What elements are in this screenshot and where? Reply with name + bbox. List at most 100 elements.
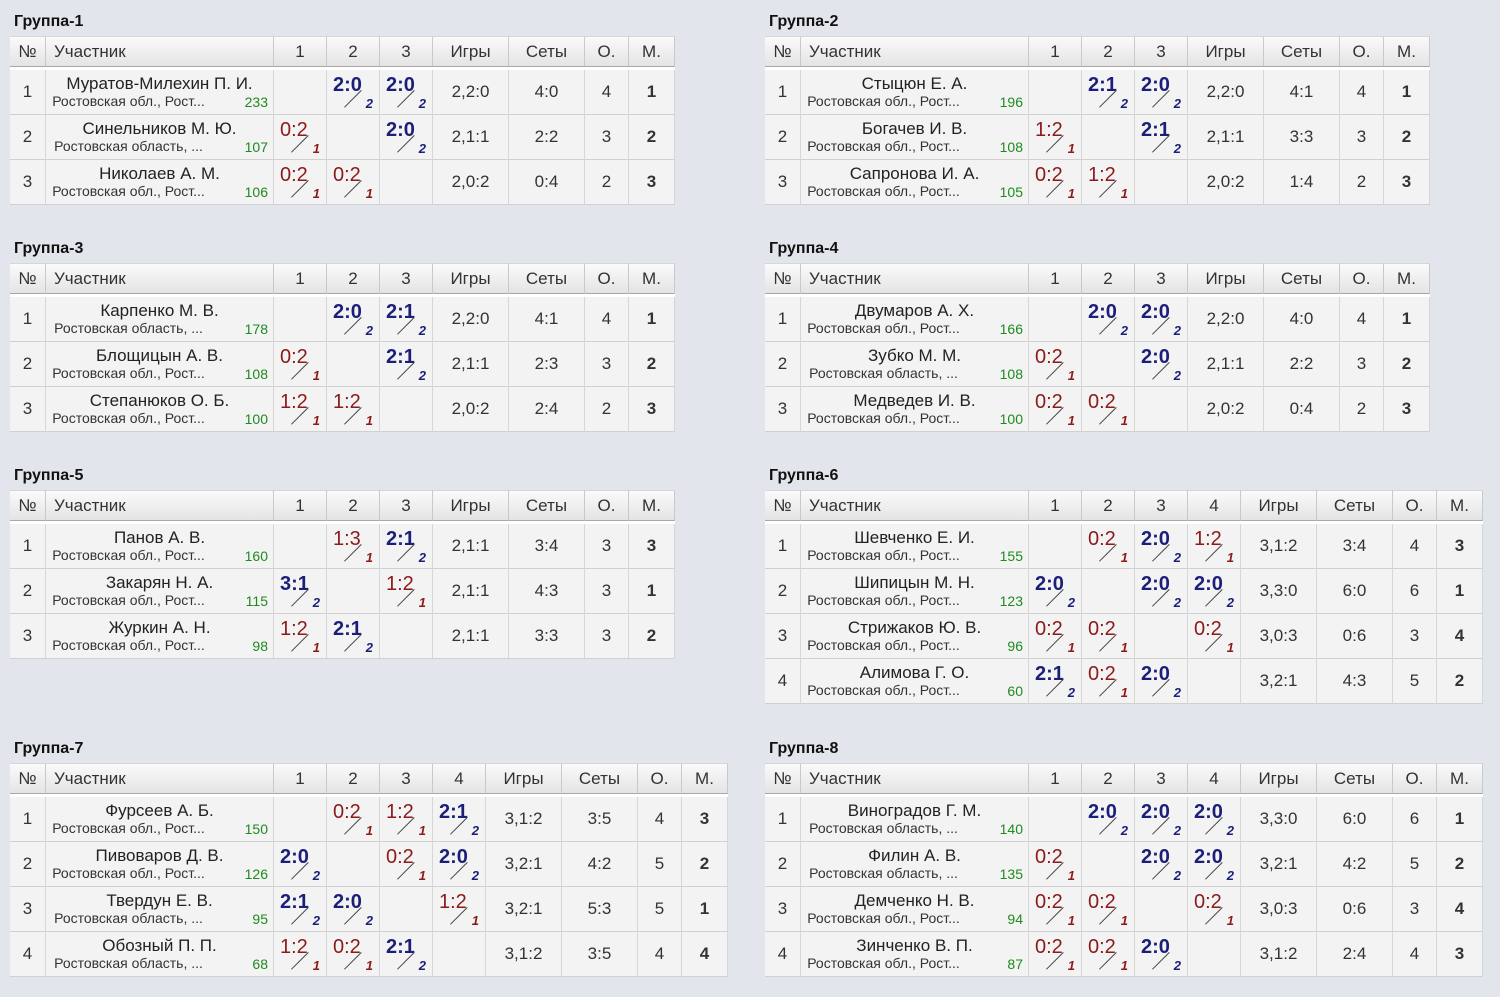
- match-result[interactable]: 1:2 1: [433, 887, 486, 932]
- player-cell[interactable]: Пивоваров Д. В. Ростовская обл., Рост... 1…: [46, 842, 274, 887]
- player-name[interactable]: Фурсеев А. Б.: [105, 802, 214, 820]
- header-opponent[interactable]: 2: [1082, 763, 1135, 794]
- header-participant[interactable]: Участник: [801, 490, 1029, 521]
- header-participant[interactable]: Участник: [801, 763, 1029, 794]
- header-points[interactable]: О.: [585, 36, 629, 67]
- match-result[interactable]: 0:2 1: [274, 342, 327, 387]
- header-opponent[interactable]: 1: [274, 36, 327, 67]
- player-name[interactable]: Синельников М. Ю.: [82, 120, 237, 138]
- header-opponent[interactable]: 3: [1135, 763, 1188, 794]
- header-opponent[interactable]: 1: [274, 263, 327, 294]
- player-cell[interactable]: Блощицын А. В. Ростовская обл., Рост... 10…: [46, 342, 274, 387]
- header-games[interactable]: Игры: [433, 36, 509, 67]
- player-name[interactable]: Богачев И. В.: [861, 120, 968, 138]
- match-result[interactable]: 0:2 1: [274, 115, 327, 160]
- header-place[interactable]: М.: [629, 36, 675, 67]
- player-name[interactable]: Пивоваров Д. В.: [95, 847, 224, 865]
- match-result[interactable]: 2:0 2: [380, 115, 433, 160]
- match-result[interactable]: 0:2 1: [1029, 160, 1082, 205]
- match-result[interactable]: 2:0 2: [327, 887, 380, 932]
- match-result[interactable]: 0:2 1: [1082, 659, 1135, 704]
- match-result[interactable]: 2:1 2: [380, 932, 433, 977]
- player-cell[interactable]: Шипицын М. Н. Ростовская обл., Рост... 123: [801, 569, 1029, 614]
- match-result[interactable]: 0:2 1: [1029, 342, 1082, 387]
- player-name[interactable]: Сапронова И. А.: [849, 165, 980, 183]
- header-number[interactable]: №: [765, 36, 801, 67]
- match-result[interactable]: 2:0 2: [1029, 569, 1082, 614]
- match-result[interactable]: 2:1 2: [1029, 659, 1082, 704]
- header-points[interactable]: О.: [1340, 36, 1384, 67]
- player-name[interactable]: Николаев А. М.: [99, 165, 220, 183]
- player-cell[interactable]: Обозный П. П. Ростовская область, ... 68: [46, 932, 274, 977]
- header-games[interactable]: Игры: [1188, 263, 1264, 294]
- player-name[interactable]: Стрижаков Ю. В.: [847, 619, 982, 637]
- match-result[interactable]: 1:2 1: [380, 569, 433, 614]
- player-name[interactable]: Стыцюн Е. А.: [861, 75, 968, 93]
- header-points[interactable]: О.: [1393, 490, 1437, 521]
- player-name[interactable]: Виноградов Г. М.: [847, 802, 982, 820]
- header-sets[interactable]: Сеты: [509, 36, 585, 67]
- header-sets[interactable]: Сеты: [1317, 490, 1393, 521]
- header-sets[interactable]: Сеты: [1264, 263, 1340, 294]
- match-result[interactable]: 2:0 2: [433, 842, 486, 887]
- player-cell[interactable]: Стыцюн Е. А. Ростовская обл., Рост... 196: [801, 70, 1029, 115]
- header-points[interactable]: О.: [1393, 763, 1437, 794]
- match-result[interactable]: 0:2 1: [380, 842, 433, 887]
- match-result[interactable]: 2:1 2: [1082, 70, 1135, 115]
- match-result[interactable]: 2:0 2: [380, 70, 433, 115]
- header-sets[interactable]: Сеты: [1264, 36, 1340, 67]
- match-result[interactable]: 2:0 2: [1188, 797, 1241, 842]
- header-opponent[interactable]: 2: [327, 36, 380, 67]
- header-participant[interactable]: Участник: [46, 36, 274, 67]
- header-points[interactable]: О.: [638, 763, 682, 794]
- match-result[interactable]: 2:0 2: [1135, 342, 1188, 387]
- header-opponent[interactable]: 3: [1135, 263, 1188, 294]
- player-name[interactable]: Шевченко Е. И.: [854, 529, 975, 547]
- player-cell[interactable]: Демченко Н. В. Ростовская обл., Рост... 94: [801, 887, 1029, 932]
- match-result[interactable]: 1:2 1: [274, 932, 327, 977]
- match-result[interactable]: 2:0 2: [1082, 797, 1135, 842]
- player-name[interactable]: Панов А. В.: [113, 529, 206, 547]
- match-result[interactable]: 0:2 1: [1188, 887, 1241, 932]
- header-opponent[interactable]: 4: [1188, 763, 1241, 794]
- header-games[interactable]: Игры: [1241, 763, 1317, 794]
- header-opponent[interactable]: 1: [1029, 763, 1082, 794]
- header-opponent[interactable]: 1: [274, 490, 327, 521]
- player-name[interactable]: Зубко М. М.: [868, 347, 961, 365]
- player-name[interactable]: Зинченко В. П.: [856, 937, 973, 955]
- header-games[interactable]: Игры: [1188, 36, 1264, 67]
- player-cell[interactable]: Синельников М. Ю. Ростовская область, ...…: [46, 115, 274, 160]
- header-opponent[interactable]: 2: [1082, 36, 1135, 67]
- player-name[interactable]: Алимова Г. О.: [859, 664, 970, 682]
- header-games[interactable]: Игры: [433, 490, 509, 521]
- header-opponent[interactable]: 3: [380, 36, 433, 67]
- player-name[interactable]: Шипицын М. Н.: [854, 574, 975, 592]
- match-result[interactable]: 2:0 2: [1188, 842, 1241, 887]
- match-result[interactable]: 0:2 1: [327, 797, 380, 842]
- match-result[interactable]: 0:2 1: [1082, 524, 1135, 569]
- player-cell[interactable]: Карпенко М. В. Ростовская область, ... 178: [46, 297, 274, 342]
- match-result[interactable]: 1:2 1: [380, 797, 433, 842]
- match-result[interactable]: 2:0 2: [1135, 569, 1188, 614]
- match-result[interactable]: 1:2 1: [274, 614, 327, 659]
- match-result[interactable]: 1:2 1: [274, 387, 327, 432]
- header-place[interactable]: М.: [1437, 490, 1483, 521]
- player-cell[interactable]: Двумаров А. Х. Ростовская обл., Рост... 16…: [801, 297, 1029, 342]
- player-cell[interactable]: Журкин А. Н. Ростовская обл., Рост... 98: [46, 614, 274, 659]
- header-opponent[interactable]: 3: [380, 763, 433, 794]
- header-number[interactable]: №: [765, 763, 801, 794]
- player-name[interactable]: Блощицын А. В.: [96, 347, 223, 365]
- match-result[interactable]: 0:2 1: [274, 160, 327, 205]
- header-number[interactable]: №: [765, 490, 801, 521]
- match-result[interactable]: 0:2 1: [327, 160, 380, 205]
- match-result[interactable]: 0:2 1: [1082, 932, 1135, 977]
- match-result[interactable]: 0:2 1: [1082, 614, 1135, 659]
- header-games[interactable]: Игры: [433, 263, 509, 294]
- match-result[interactable]: 0:2 1: [1029, 887, 1082, 932]
- player-cell[interactable]: Шевченко Е. И. Ростовская обл., Рост... 15…: [801, 524, 1029, 569]
- match-result[interactable]: 0:2 1: [1188, 614, 1241, 659]
- header-participant[interactable]: Участник: [46, 263, 274, 294]
- header-opponent[interactable]: 4: [1188, 490, 1241, 521]
- match-result[interactable]: 0:2 1: [1082, 887, 1135, 932]
- player-name[interactable]: Карпенко М. В.: [100, 302, 219, 320]
